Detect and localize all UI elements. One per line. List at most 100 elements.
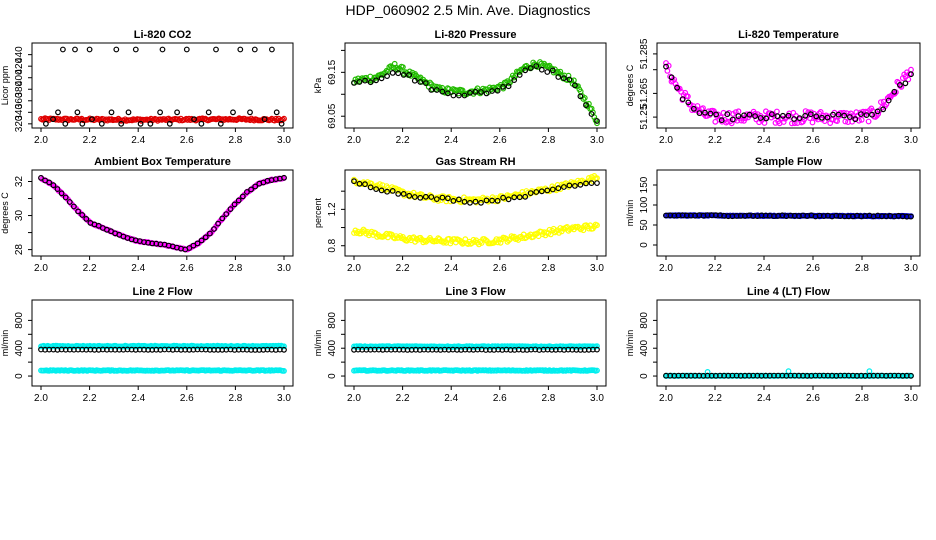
- y-axis-label: ml/min: [625, 200, 635, 227]
- data-point: [456, 92, 462, 99]
- data-point: [439, 88, 446, 95]
- data-point: [219, 215, 226, 222]
- data-point: [676, 85, 683, 92]
- data-point: [500, 83, 507, 90]
- chart-panel-7: Line 2 Flow 2.0 2.2 2.4 2.6 2.8 3.0 0 400 800 ml/m…: [0, 286, 294, 404]
- data-point: [433, 196, 440, 203]
- y-tick-label: 320: [14, 115, 25, 132]
- data-point: [450, 92, 457, 99]
- y-tick-label: 51.285: [639, 38, 650, 69]
- data-point: [478, 199, 484, 206]
- x-tick-label: 2.8: [855, 135, 869, 146]
- data-point: [505, 237, 512, 244]
- data-point: [494, 197, 501, 204]
- plot-frame: [31, 299, 294, 387]
- data-point: [685, 93, 691, 100]
- series-line-3-averages-: [351, 346, 600, 353]
- data-point: [763, 115, 770, 122]
- data-point: [237, 46, 244, 53]
- data-point: [174, 109, 181, 116]
- x-tick-label: 2.6: [180, 393, 194, 404]
- data-point: [858, 111, 864, 117]
- x-tick-label: 2.2: [396, 393, 410, 404]
- data-point: [577, 93, 584, 100]
- data-point: [428, 194, 435, 200]
- x-tick-label: 2.8: [541, 393, 555, 404]
- data-point: [555, 185, 562, 192]
- series-pressure-averages-: [351, 63, 600, 124]
- data-point: [74, 109, 81, 116]
- data-point: [516, 194, 523, 201]
- data-point: [362, 181, 368, 188]
- data-point: [395, 190, 402, 197]
- y-tick-label: 800: [639, 312, 650, 329]
- x-tick-label: 2.4: [444, 135, 458, 146]
- data-point: [572, 182, 578, 189]
- x-tick-label: 2.8: [228, 393, 242, 404]
- data-point: [66, 199, 73, 205]
- data-point: [98, 120, 105, 127]
- data-point: [897, 81, 903, 88]
- y-tick-label: 100: [639, 196, 650, 213]
- data-point: [198, 237, 205, 244]
- data-point: [583, 102, 589, 109]
- data-point: [702, 109, 708, 116]
- data-point: [741, 112, 747, 119]
- data-point: [732, 109, 739, 115]
- data-point: [575, 83, 581, 89]
- data-point: [281, 115, 287, 122]
- data-point: [505, 83, 512, 90]
- data-point: [159, 46, 166, 53]
- x-tick-label: 2.2: [708, 393, 722, 404]
- x-tick-label: 2.0: [659, 263, 673, 274]
- data-point: [780, 119, 787, 125]
- data-point: [223, 211, 230, 218]
- data-point: [713, 111, 719, 118]
- x-tick-label: 2.2: [708, 263, 722, 274]
- data-point: [863, 112, 870, 118]
- data-point: [373, 186, 380, 193]
- data-point: [205, 109, 212, 116]
- data-point: [594, 346, 600, 353]
- data-point: [211, 226, 217, 232]
- x-tick-label: 2.6: [493, 135, 507, 146]
- data-point: [511, 77, 518, 83]
- data-point: [55, 109, 61, 116]
- data-point: [235, 197, 242, 204]
- data-point: [842, 118, 849, 125]
- data-point: [821, 118, 828, 124]
- data-point: [89, 116, 95, 123]
- chart-title: Gas Stream RH: [435, 156, 515, 168]
- data-point: [533, 63, 540, 69]
- x-tick-label: 2.0: [659, 135, 673, 146]
- data-point: [213, 46, 219, 53]
- x-tick-label: 3.0: [590, 393, 604, 404]
- x-tick-label: 2.6: [180, 135, 194, 146]
- x-tick-label: 2.2: [396, 263, 410, 274]
- data-point: [62, 120, 69, 127]
- x-tick-label: 2.6: [180, 263, 194, 274]
- data-point: [527, 65, 534, 71]
- data-point: [774, 108, 780, 115]
- x-tick-label: 2.6: [493, 393, 507, 404]
- data-point: [281, 346, 287, 353]
- data-point: [440, 239, 447, 246]
- data-point: [690, 105, 697, 112]
- x-tick-label: 2.8: [855, 263, 869, 274]
- y-axis-label: ml/min: [313, 330, 323, 357]
- series-cell-temperature-averages-: [663, 63, 914, 124]
- data-point: [252, 183, 259, 190]
- data-point: [458, 239, 465, 246]
- data-point: [891, 88, 898, 95]
- y-tick-label: 150: [639, 176, 650, 193]
- y-tick-label: 400: [14, 339, 25, 356]
- data-point: [58, 190, 65, 197]
- data-point: [761, 120, 768, 126]
- chart-title: Ambient Box Temperature: [94, 156, 231, 168]
- y-tick-label: 440: [14, 46, 25, 63]
- data-point: [869, 111, 875, 118]
- x-tick-label: 3.0: [277, 263, 291, 274]
- data-point: [757, 115, 764, 121]
- data-point: [400, 71, 407, 78]
- data-point: [206, 230, 213, 237]
